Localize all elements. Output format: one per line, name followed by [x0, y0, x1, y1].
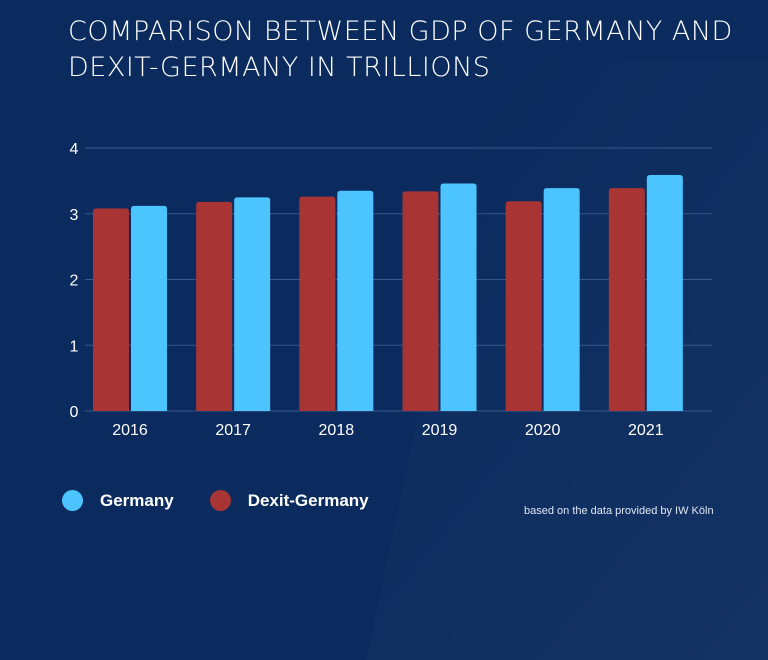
bar-germany-2017: [234, 197, 271, 411]
bar-dexit-germany-2019: [402, 191, 439, 411]
bar-germany-2019: [440, 183, 477, 411]
bar-germany-2020: [543, 188, 580, 411]
y-tick-label: 1: [70, 338, 79, 355]
x-tick-label: 2018: [319, 422, 355, 439]
source-note: based on the data provided by IW Köln: [524, 505, 714, 517]
y-tick-label: 3: [70, 207, 79, 224]
y-tick-label: 4: [70, 141, 79, 158]
y-tick-label: 2: [70, 273, 79, 290]
bar-dexit-germany-2018: [299, 196, 336, 411]
x-tick-label: 2017: [215, 422, 251, 439]
legend-item-germany: Germany: [62, 490, 174, 511]
y-tick-label: 0: [70, 404, 79, 421]
legend-swatch: [62, 490, 83, 511]
x-tick-label: 2019: [422, 422, 458, 439]
bar-dexit-germany-2021: [608, 188, 645, 411]
legend-label: Germany: [100, 490, 174, 510]
legend-item-dexit-germany: Dexit-Germany: [209, 490, 369, 511]
bar-chart: 0 1 2 3 4 2016 2017 2018 2019 2020 2021: [70, 141, 712, 439]
bar-germany-2016: [131, 205, 167, 411]
bar-dexit-germany-2017: [196, 201, 233, 411]
x-tick-label: 2021: [628, 422, 664, 439]
legend: Germany Dexit-Germany: [62, 490, 405, 511]
chart-title: COMPARISON BETWEEN GDP OF GERMANY AND DE…: [68, 16, 733, 83]
legend-label: Dexit-Germany: [247, 490, 369, 510]
bar-germany-2018: [337, 190, 374, 411]
bar-germany-2021: [646, 174, 683, 411]
legend-swatch: [209, 490, 231, 511]
bar-dexit-germany-2016: [93, 208, 129, 411]
x-tick-label: 2020: [525, 422, 561, 439]
x-tick-label: 2016: [112, 422, 148, 439]
bar-dexit-germany-2020: [505, 201, 542, 411]
